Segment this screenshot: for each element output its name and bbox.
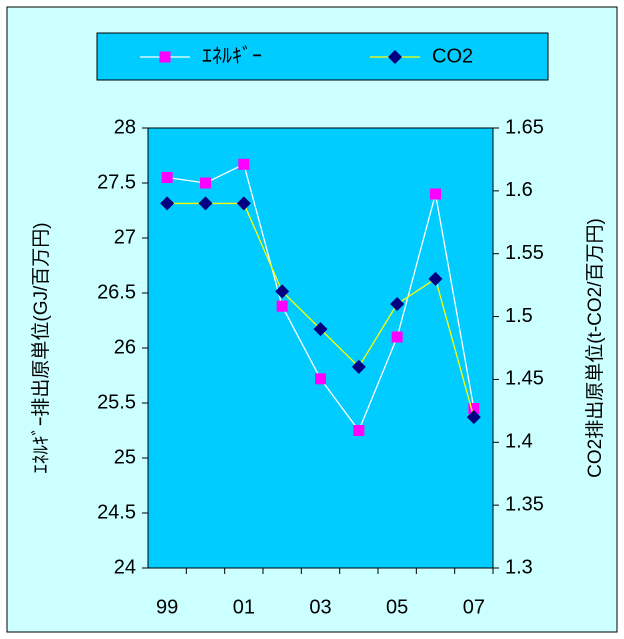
y-tick-label: 27.5 — [97, 171, 136, 193]
x-tick-label: 05 — [386, 596, 408, 618]
marker — [159, 51, 171, 63]
marker — [353, 425, 365, 436]
marker — [198, 196, 213, 211]
y-axis-title: ｴﾈﾙｷﾞｰ排出原単位(GJ/百万円) — [30, 222, 52, 473]
y-tick-label: 27 — [114, 226, 136, 248]
legend-label: ｴﾈﾙｷﾞｰ — [202, 44, 262, 67]
marker — [351, 359, 366, 374]
y2-tick-label: 1.35 — [505, 493, 544, 515]
plot-area — [147, 127, 494, 569]
marker — [391, 331, 403, 343]
y-tick-label: 28 — [114, 116, 136, 138]
marker — [313, 322, 328, 337]
y2-tick-label: 1.4 — [505, 431, 533, 453]
x-tick-label: 03 — [309, 596, 331, 618]
y-tick-label: 24.5 — [97, 501, 136, 523]
legend-label: CO2 — [432, 45, 473, 67]
marker — [468, 403, 480, 414]
marker — [428, 271, 443, 286]
marker — [315, 373, 326, 385]
x-tick-label: 01 — [233, 596, 255, 618]
marker — [276, 300, 288, 312]
y-tick-label: 26.5 — [97, 281, 136, 303]
y-tick-label: 25 — [114, 446, 136, 468]
marker — [390, 297, 405, 311]
x-tick-label: 07 — [463, 596, 485, 618]
y2-tick-label: 1.65 — [505, 116, 544, 138]
y-tick-label: 26 — [114, 336, 136, 358]
marker — [430, 188, 441, 200]
y-tick-label: 24 — [114, 556, 136, 578]
marker — [161, 172, 173, 183]
marker — [236, 196, 251, 211]
y-tick-label: 25.5 — [97, 391, 136, 413]
y2-tick-label: 1.5 — [505, 305, 533, 327]
marker — [200, 177, 211, 189]
marker — [238, 158, 250, 170]
marker — [388, 50, 402, 64]
y2-tick-label: 1.45 — [505, 368, 544, 390]
y2-tick-label: 1.3 — [505, 556, 533, 578]
y2-tick-label: 1.55 — [505, 242, 544, 264]
marker — [275, 284, 290, 299]
marker — [466, 410, 481, 425]
x-tick-label: 99 — [156, 596, 178, 618]
marker — [160, 196, 175, 211]
y2-axis-title: CO2排出原単位(t-CO2/百万円) — [584, 218, 606, 478]
y2-tick-label: 1.6 — [505, 179, 533, 201]
